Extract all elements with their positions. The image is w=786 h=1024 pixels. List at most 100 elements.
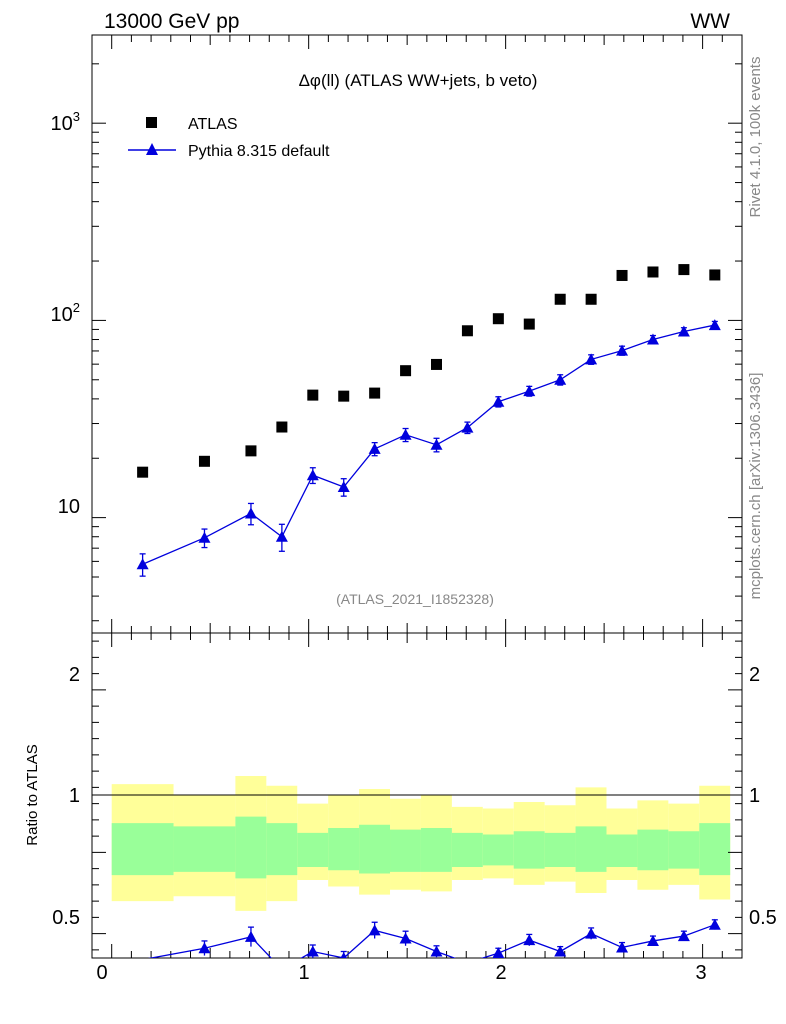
ratio-y-tick-0.5-right: 0.5 bbox=[749, 907, 777, 929]
pythia-point bbox=[368, 442, 381, 454]
atlas-point bbox=[245, 445, 257, 457]
atlas-point bbox=[709, 269, 721, 281]
pythia-point bbox=[492, 395, 505, 407]
ratio-y-tick-2-right: 2 bbox=[749, 664, 760, 686]
ratio-point bbox=[244, 930, 257, 942]
atlas-point bbox=[461, 325, 473, 337]
ratio-point bbox=[677, 930, 690, 942]
atlas-point bbox=[492, 313, 504, 325]
y-tick-1000-base: 10 bbox=[51, 113, 73, 135]
ratio-y-tick-0.5-left: 0.5 bbox=[52, 907, 80, 929]
green-band-bin bbox=[637, 829, 669, 871]
atlas-point bbox=[198, 455, 210, 467]
ratio-point bbox=[306, 945, 319, 957]
atlas-point bbox=[307, 389, 319, 401]
analysis-label: (ATLAS_2021_I1852328) bbox=[336, 591, 494, 607]
pythia-point bbox=[430, 438, 443, 450]
ratio-point bbox=[616, 941, 629, 953]
green-band-bin bbox=[482, 834, 514, 866]
green-band-bin bbox=[111, 823, 174, 876]
ratio-series-group bbox=[147, 918, 721, 958]
header-process-label: WW bbox=[690, 10, 730, 33]
green-band-bin bbox=[699, 823, 731, 876]
atlas-point bbox=[431, 358, 442, 370]
atlas-point bbox=[338, 390, 350, 402]
legend-atlas-marker bbox=[146, 117, 157, 128]
ratio-y-tick-labels: 0.5 1 2 0.5 1 2 bbox=[52, 664, 777, 929]
green-band-bin bbox=[390, 829, 421, 872]
ratio-axis-ticks bbox=[92, 633, 743, 958]
ratio-point bbox=[646, 934, 659, 946]
legend-pythia-label: Pythia 8.315 default bbox=[188, 143, 330, 160]
x-tick-label-0: 0 bbox=[96, 962, 107, 984]
y-tick-1000-exp: 3 bbox=[73, 109, 80, 124]
rivet-version-label: Rivet 4.1.0, 100k events bbox=[747, 57, 764, 218]
green-band-bin bbox=[668, 831, 700, 869]
ratio-point bbox=[198, 942, 211, 954]
ratio-y-axis-label: Ratio to ATLAS bbox=[24, 744, 41, 845]
y-tick-100-base: 10 bbox=[51, 304, 73, 326]
green-band-bin bbox=[297, 832, 329, 867]
mcplots-label: mcplots.cern.ch [arXiv:1306.3436] bbox=[747, 373, 764, 600]
x-tick-labels: 0 1 2 3 bbox=[96, 962, 706, 984]
pythia-point bbox=[523, 385, 536, 397]
pythia-point bbox=[306, 469, 319, 481]
pythia-point bbox=[616, 344, 629, 356]
main-y-tick-labels: 10 102 103 bbox=[51, 109, 80, 518]
ratio-point bbox=[585, 927, 598, 939]
ratio-data-marks bbox=[147, 918, 721, 958]
legend-pythia-marker bbox=[146, 143, 158, 155]
green-band-bin bbox=[451, 832, 483, 867]
ratio-point bbox=[368, 924, 381, 936]
ratio-point bbox=[430, 945, 443, 957]
ratio-uncertainty-bands bbox=[111, 776, 731, 911]
pythia-point bbox=[337, 480, 350, 492]
legend: ATLAS Pythia 8.315 default bbox=[128, 116, 330, 160]
atlas-point bbox=[616, 269, 628, 281]
green-band-bin bbox=[173, 826, 236, 872]
pythia-point bbox=[585, 353, 598, 365]
atlas-point bbox=[400, 365, 412, 377]
pythia-point bbox=[198, 531, 211, 543]
legend-atlas-label: ATLAS bbox=[188, 116, 238, 133]
main-data-marks bbox=[136, 264, 721, 577]
header-energy-label: 13000 GeV pp bbox=[104, 10, 239, 33]
atlas-point bbox=[554, 293, 566, 305]
green-band-bin bbox=[606, 834, 638, 867]
green-band-bin bbox=[513, 831, 545, 869]
y-tick-label-1000: 103 bbox=[51, 109, 80, 135]
pythia-point bbox=[677, 325, 690, 337]
y-tick-100-exp: 2 bbox=[73, 300, 80, 315]
ratio-point bbox=[399, 932, 412, 944]
ratio-series-line bbox=[147, 924, 716, 958]
y-tick-label-100: 102 bbox=[51, 300, 80, 326]
ratio-point bbox=[492, 947, 505, 958]
ratio-point bbox=[554, 945, 567, 957]
ratio-point bbox=[708, 918, 721, 930]
green-band-bin bbox=[420, 828, 452, 872]
pythia-point bbox=[399, 428, 412, 440]
pythia-point bbox=[275, 530, 288, 542]
atlas-point bbox=[678, 264, 690, 276]
chart-title: Δφ(ll) (ATLAS WW+jets, b veto) bbox=[299, 71, 538, 90]
pythia-point bbox=[554, 373, 567, 385]
green-band-bin bbox=[359, 824, 391, 874]
x-tick-label-3: 3 bbox=[695, 962, 706, 984]
ratio-y-tick-1-left: 1 bbox=[69, 785, 80, 807]
green-band-bin bbox=[575, 826, 607, 872]
ratio-y-tick-2-left: 2 bbox=[69, 664, 80, 686]
pythia-series-line bbox=[142, 324, 715, 565]
green-band-bin bbox=[235, 816, 267, 879]
atlas-point bbox=[369, 387, 381, 399]
ratio-point bbox=[340, 952, 347, 958]
atlas-point bbox=[523, 318, 535, 330]
pythia-point bbox=[244, 507, 257, 519]
ratio-y-tick-1-right: 1 bbox=[749, 785, 760, 807]
x-tick-label-1: 1 bbox=[298, 962, 309, 984]
green-band-bin bbox=[544, 832, 576, 867]
atlas-point bbox=[585, 293, 597, 305]
pythia-point bbox=[646, 333, 659, 345]
pythia-point bbox=[461, 421, 474, 433]
x-tick-label-2: 2 bbox=[495, 962, 506, 984]
y-tick-10-base: 10 bbox=[58, 496, 80, 518]
